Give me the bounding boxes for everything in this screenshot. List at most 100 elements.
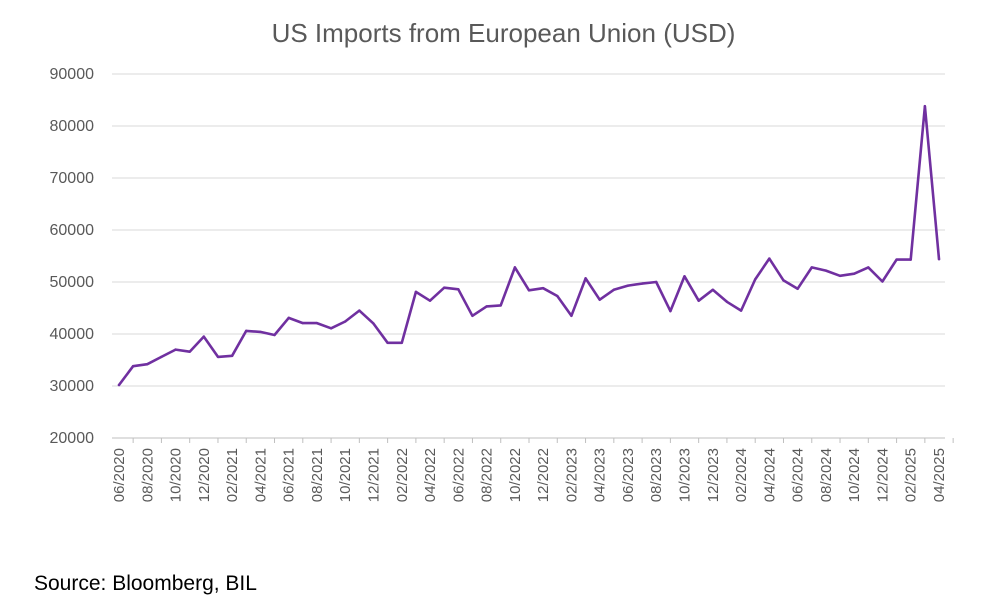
data-point bbox=[796, 287, 799, 290]
data-point bbox=[386, 341, 389, 345]
data-point bbox=[556, 294, 559, 298]
data-point bbox=[188, 350, 191, 353]
data-point bbox=[937, 257, 941, 261]
data-point bbox=[697, 299, 700, 302]
x-tick-label: 02/2025 bbox=[903, 448, 920, 502]
x-tick-label: 08/2022 bbox=[479, 448, 496, 502]
data-point bbox=[541, 287, 545, 290]
x-tick-label: 06/2023 bbox=[620, 448, 637, 502]
data-point bbox=[570, 314, 573, 317]
x-tick-label: 08/2021 bbox=[309, 448, 326, 502]
x-tick-label: 06/2024 bbox=[790, 448, 807, 502]
data-point bbox=[754, 278, 757, 281]
data-point bbox=[146, 362, 149, 366]
source-note: Source: Bloomberg, BIL bbox=[34, 572, 257, 595]
x-tick-label: 10/2022 bbox=[507, 448, 524, 502]
data-point bbox=[852, 272, 856, 275]
data-point bbox=[612, 288, 616, 291]
data-point bbox=[287, 316, 290, 320]
x-tick-label: 02/2022 bbox=[394, 448, 411, 502]
series-layer bbox=[117, 104, 941, 387]
data-point bbox=[669, 309, 672, 313]
data-point bbox=[895, 258, 898, 261]
y-axis-labels: 20000 30000 40000 50000 60000 70000 80000 90000 bbox=[50, 66, 95, 447]
data-point bbox=[739, 309, 743, 312]
data-point bbox=[117, 383, 121, 387]
data-point bbox=[711, 288, 714, 291]
data-point bbox=[782, 279, 785, 282]
y-tick-label: 20000 bbox=[50, 430, 95, 447]
x-tick-label: 04/2023 bbox=[592, 448, 609, 502]
data-point bbox=[230, 354, 234, 358]
x-axis bbox=[112, 437, 954, 443]
x-tick-label: 10/2023 bbox=[677, 448, 694, 502]
data-point bbox=[273, 333, 276, 337]
data-point bbox=[655, 280, 658, 284]
data-point bbox=[584, 277, 587, 280]
y-tick-label: 50000 bbox=[50, 274, 95, 291]
y-tick-label: 70000 bbox=[50, 170, 95, 187]
data-point bbox=[881, 280, 884, 283]
series-line bbox=[117, 104, 941, 387]
data-point bbox=[838, 274, 842, 277]
data-point bbox=[202, 335, 206, 338]
data-point bbox=[245, 329, 248, 333]
x-tick-label: 12/2021 bbox=[365, 448, 382, 502]
x-tick-label: 04/2022 bbox=[422, 448, 439, 502]
data-point bbox=[598, 298, 601, 301]
x-tick-label: 10/2024 bbox=[846, 448, 863, 502]
x-tick-label: 06/2021 bbox=[281, 448, 298, 502]
data-point bbox=[640, 282, 644, 285]
data-point bbox=[174, 348, 177, 351]
data-point bbox=[725, 300, 729, 303]
data-point bbox=[824, 269, 828, 272]
y-tick-label: 40000 bbox=[50, 326, 95, 343]
data-point bbox=[442, 286, 446, 289]
data-point bbox=[909, 258, 912, 261]
data-point bbox=[810, 266, 813, 269]
y-tick-label: 90000 bbox=[50, 66, 95, 83]
data-point bbox=[259, 330, 262, 334]
data-point bbox=[457, 288, 460, 291]
data-point bbox=[216, 355, 220, 359]
x-tick-label: 02/2021 bbox=[224, 448, 241, 502]
y-tick-label: 60000 bbox=[50, 222, 95, 239]
x-tick-label: 08/2020 bbox=[139, 448, 156, 502]
chart-title: US Imports from European Union (USD) bbox=[271, 18, 736, 48]
gridlines bbox=[112, 73, 945, 387]
data-point bbox=[626, 284, 630, 287]
x-tick-label: 04/2024 bbox=[761, 448, 778, 502]
x-tick-label: 08/2023 bbox=[648, 448, 665, 502]
data-point bbox=[372, 322, 375, 325]
data-point bbox=[131, 365, 135, 368]
data-point bbox=[485, 305, 488, 308]
x-tick-label: 04/2021 bbox=[252, 448, 269, 502]
data-point bbox=[768, 257, 771, 260]
data-point bbox=[683, 275, 686, 278]
x-axis-labels: 06/2020 08/2020 10/2020 12/2020 02/2021 04/20… bbox=[111, 448, 948, 502]
x-tick-label: 12/2020 bbox=[196, 448, 213, 502]
data-point bbox=[923, 105, 927, 108]
data-point bbox=[329, 327, 333, 330]
data-point bbox=[315, 321, 319, 325]
data-point bbox=[527, 289, 531, 292]
data-point bbox=[301, 321, 304, 325]
data-point bbox=[867, 266, 870, 269]
y-tick-label: 30000 bbox=[50, 378, 95, 395]
data-point bbox=[160, 355, 163, 359]
x-tick-label: 12/2024 bbox=[874, 448, 891, 502]
x-tick-label: 06/2022 bbox=[450, 448, 467, 502]
data-point bbox=[428, 299, 432, 302]
x-tick-label: 12/2023 bbox=[705, 448, 722, 502]
data-point bbox=[400, 341, 403, 345]
x-tick-label: 02/2023 bbox=[563, 448, 580, 502]
x-tick-label: 06/2020 bbox=[111, 448, 128, 502]
data-point bbox=[499, 304, 502, 307]
data-point bbox=[414, 290, 418, 294]
data-point bbox=[344, 320, 347, 323]
x-tick-label: 10/2020 bbox=[168, 448, 185, 502]
x-tick-label: 12/2022 bbox=[535, 448, 552, 502]
data-point bbox=[358, 309, 361, 312]
x-tick-label: 10/2021 bbox=[337, 448, 354, 502]
